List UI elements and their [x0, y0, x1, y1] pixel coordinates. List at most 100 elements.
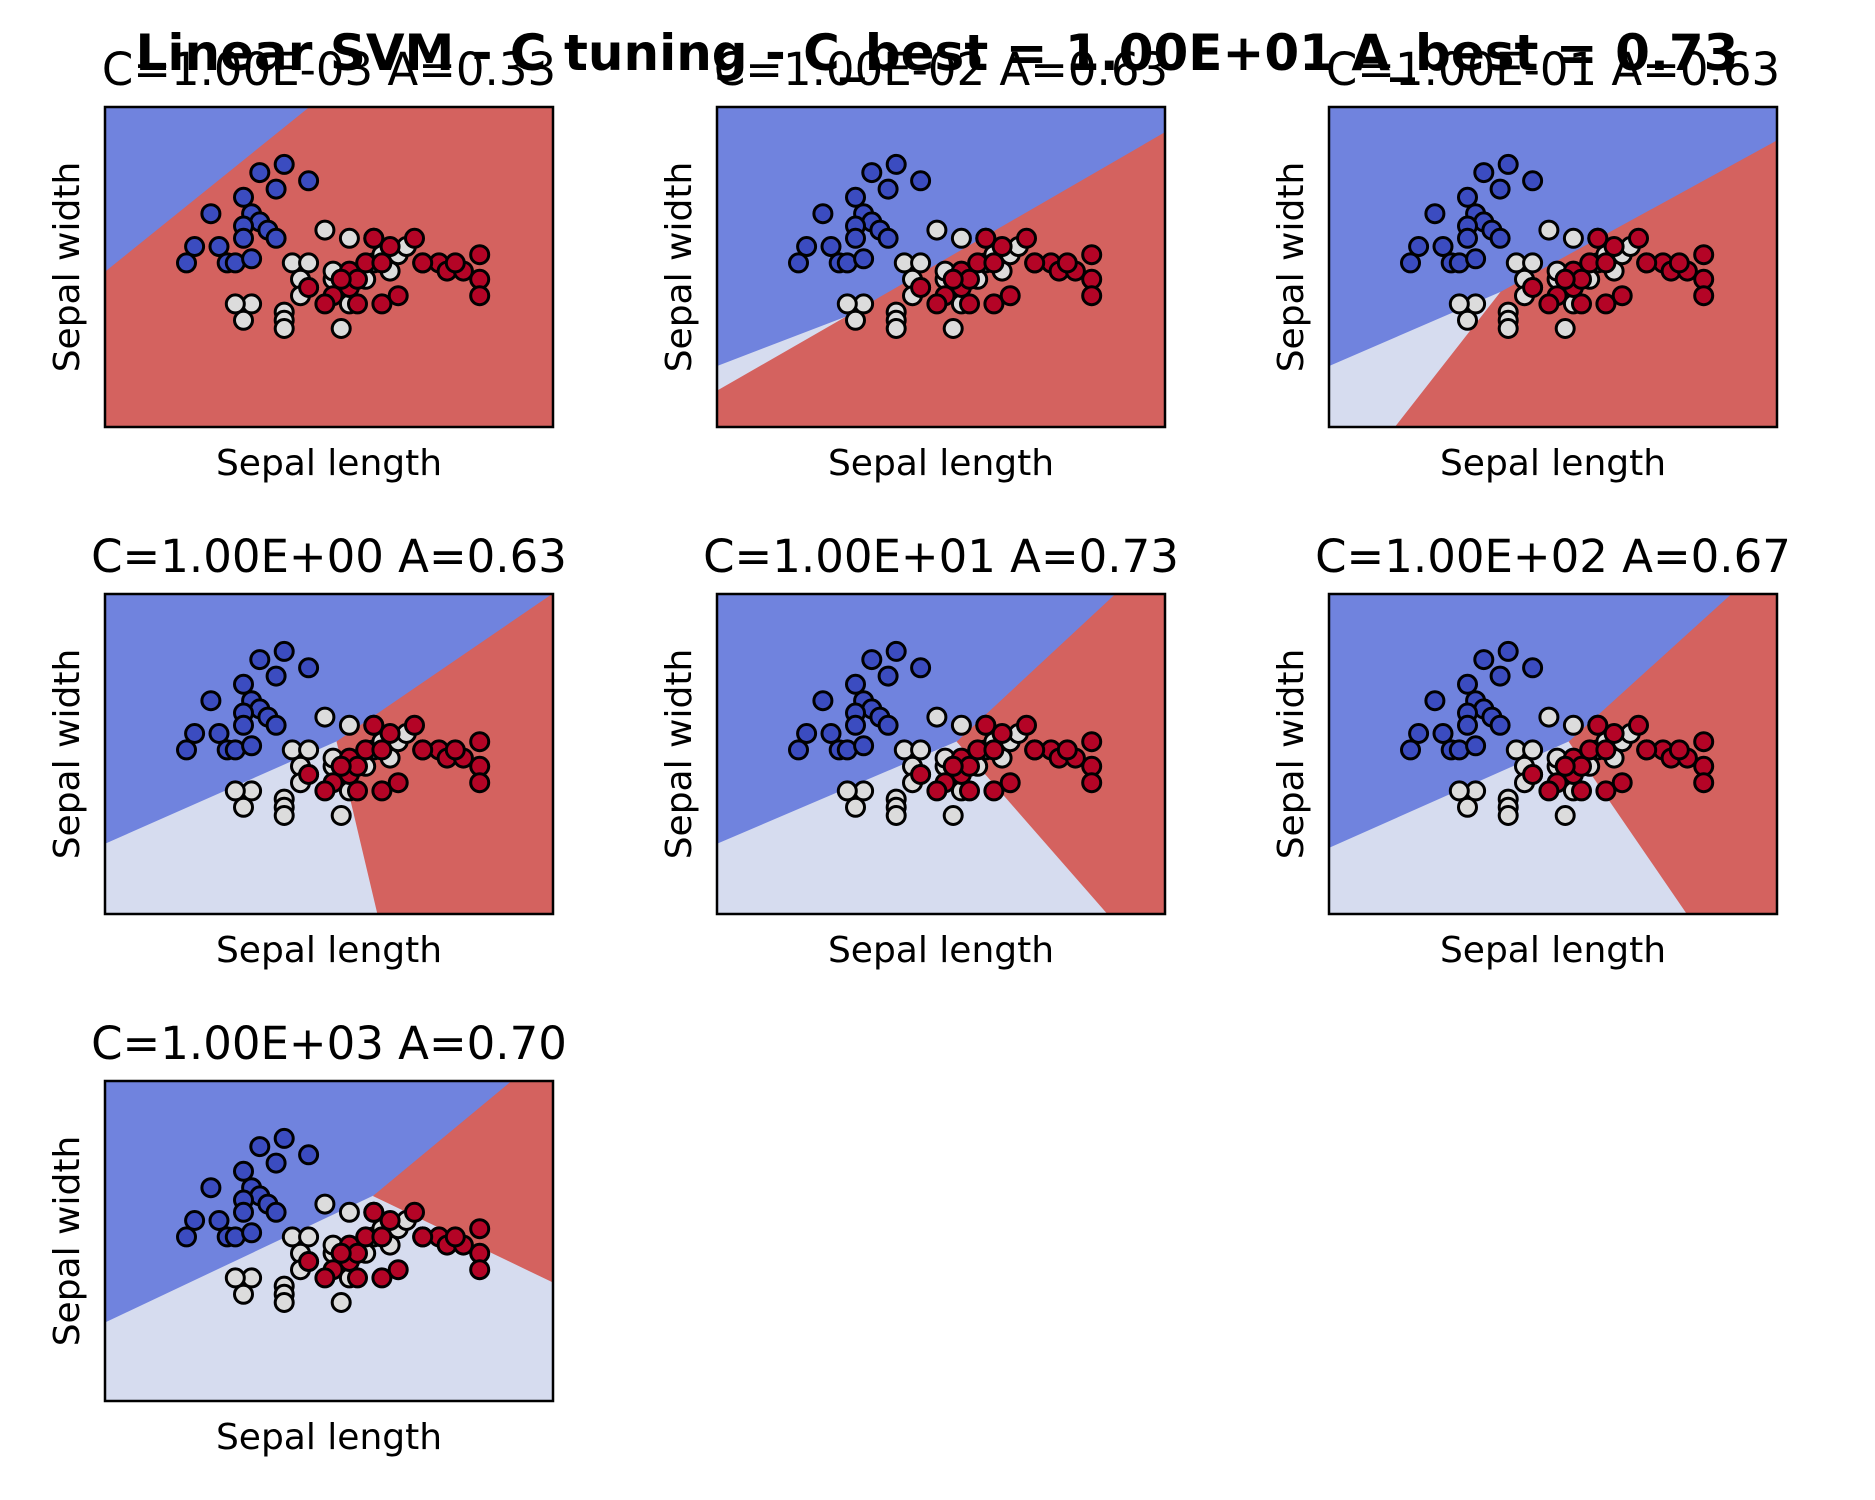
data-point-class-2	[371, 780, 393, 802]
data-point-class-0	[1432, 723, 1454, 744]
data-point-class-0	[1432, 236, 1454, 257]
scatter-points	[1400, 153, 1715, 339]
data-point-class-0	[910, 170, 932, 192]
data-point-class-1	[885, 318, 907, 339]
data-point-class-2	[1554, 755, 1576, 777]
scatter-points	[176, 153, 491, 339]
data-point-class-0	[877, 714, 899, 736]
data-point-class-1	[224, 293, 246, 315]
data-point-class-0	[241, 735, 263, 757]
data-point-class-0	[1473, 162, 1495, 184]
axes-frame	[103, 1079, 555, 1403]
data-point-class-0	[853, 735, 875, 757]
data-point-class-0	[208, 236, 230, 257]
data-point-class-1	[338, 714, 360, 736]
data-point-class-2	[404, 227, 425, 249]
data-point-class-1	[926, 706, 948, 728]
data-point-class-2	[1628, 714, 1649, 736]
data-point-class-0	[184, 723, 206, 744]
data-point-class-1	[273, 1292, 295, 1313]
axes-frame	[103, 592, 555, 916]
data-point-class-2	[1611, 285, 1633, 307]
data-point-class-2	[444, 252, 466, 274]
data-point-class-0	[233, 186, 254, 208]
data-point-class-2	[371, 252, 393, 274]
data-point-class-2	[387, 772, 409, 794]
data-point-class-0	[184, 236, 206, 257]
data-point-class-0	[241, 1222, 263, 1244]
data-point-class-2	[469, 1218, 491, 1240]
y-axis-label: Sepal width	[659, 162, 700, 373]
data-point-class-1	[1554, 805, 1576, 826]
data-point-class-1	[330, 1292, 352, 1313]
data-point-class-1	[273, 318, 295, 339]
scatter-points	[1400, 640, 1715, 826]
data-point-class-0	[1473, 649, 1495, 671]
x-axis-label: Sepal length	[1440, 443, 1666, 484]
data-point-class-1	[1562, 714, 1584, 736]
data-point-class-2	[1595, 293, 1617, 315]
data-point-class-1	[1538, 706, 1560, 728]
data-point-class-1	[1448, 293, 1470, 315]
data-point-class-0	[298, 1144, 320, 1166]
data-point-class-2	[1587, 714, 1609, 736]
data-point-class-0	[1497, 640, 1519, 662]
data-point-class-1	[298, 252, 320, 274]
x-axis-label: Sepal length	[828, 443, 1054, 484]
data-point-class-2	[1693, 772, 1715, 794]
data-point-class-2	[371, 293, 393, 315]
data-point-class-2	[1056, 739, 1078, 761]
x-axis-label: Sepal length	[1440, 930, 1666, 971]
data-point-class-0	[1497, 153, 1519, 175]
data-point-class-0	[176, 1226, 197, 1248]
data-point-class-0	[877, 227, 899, 249]
data-point-class-2	[1595, 739, 1617, 761]
data-point-class-2	[1081, 731, 1103, 753]
data-point-class-2	[363, 227, 385, 249]
data-point-class-0	[1424, 690, 1446, 712]
data-point-class-0	[265, 178, 287, 200]
data-point-class-1	[1497, 805, 1519, 826]
axes-frame	[715, 592, 1167, 916]
subplot-title: C=1.00E+03 A=0.70	[91, 1017, 567, 1070]
y-axis-label: Sepal width	[47, 1136, 88, 1347]
data-point-class-1	[1497, 318, 1519, 339]
subplot-title: C=1.00E-03 A=0.33	[102, 43, 556, 96]
data-point-class-0	[265, 714, 287, 736]
data-point-class-0	[1400, 739, 1421, 761]
data-point-class-2	[983, 739, 1005, 761]
data-point-class-2	[975, 227, 997, 249]
subplot-3: C=1.00E-01 A=0.63 Sepal length Sepal width	[1271, 43, 1780, 484]
scatter-points	[788, 640, 1103, 826]
data-point-class-2	[1522, 277, 1544, 298]
data-point-class-2	[1611, 772, 1633, 794]
data-point-class-2	[959, 293, 980, 315]
data-point-class-1	[845, 309, 866, 331]
panels: C=1.00E-03 A=0.33 Sepal length Sepal width…	[47, 43, 1791, 1458]
y-axis-label: Sepal width	[1271, 649, 1312, 860]
data-point-class-1	[885, 805, 907, 826]
data-point-class-2	[926, 293, 948, 315]
data-point-class-0	[1489, 227, 1511, 249]
region-class-2	[372, 1081, 553, 1283]
data-point-class-1	[314, 1193, 336, 1215]
data-point-class-2	[444, 739, 466, 761]
data-point-class-2	[330, 1242, 352, 1264]
data-point-class-0	[249, 162, 271, 184]
subplot-title: C=1.00E+02 A=0.67	[1315, 530, 1791, 583]
data-point-class-0	[796, 236, 818, 257]
data-point-class-0	[1400, 252, 1421, 274]
axes-frame	[1327, 592, 1779, 916]
data-point-class-0	[885, 153, 907, 175]
data-point-class-0	[1489, 178, 1511, 200]
data-point-class-2	[387, 285, 409, 307]
data-point-class-2	[999, 772, 1021, 794]
data-point-class-2	[983, 293, 1005, 315]
data-point-class-2	[469, 731, 491, 753]
data-point-class-2	[983, 252, 1005, 274]
subplot-6: C=1.00E+02 A=0.67 Sepal length Sepal width	[1271, 530, 1791, 971]
data-point-class-1	[330, 318, 352, 339]
data-point-class-2	[910, 277, 932, 298]
data-point-class-2	[379, 723, 401, 744]
data-point-class-2	[379, 236, 401, 257]
